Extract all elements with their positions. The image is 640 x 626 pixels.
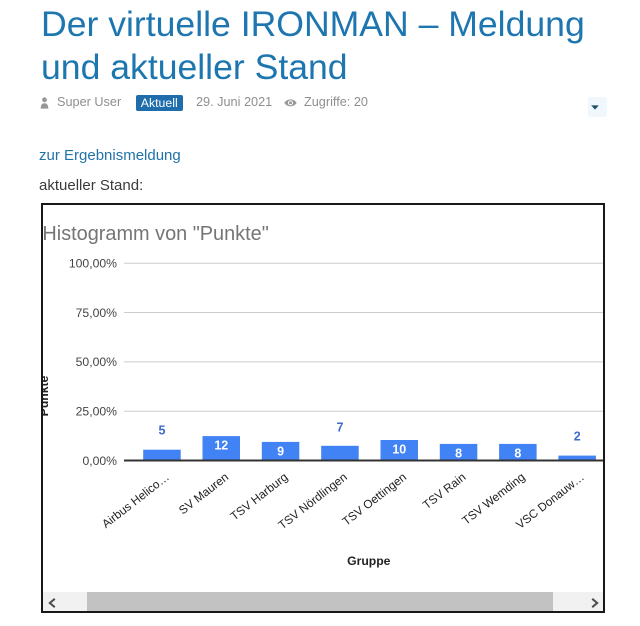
svg-text:Airbus Helico…: Airbus Helico… bbox=[99, 470, 172, 531]
svg-text:10: 10 bbox=[392, 443, 406, 457]
svg-text:5: 5 bbox=[159, 424, 166, 438]
svg-text:8: 8 bbox=[514, 446, 521, 460]
svg-text:12: 12 bbox=[214, 439, 228, 453]
svg-text:TSV Oettingen: TSV Oettingen bbox=[339, 470, 409, 529]
svg-text:9: 9 bbox=[277, 444, 284, 458]
svg-text:2: 2 bbox=[574, 429, 581, 443]
svg-text:Gruppe: Gruppe bbox=[347, 554, 391, 568]
svg-text:75,00%: 75,00% bbox=[76, 306, 117, 320]
svg-text:50,00%: 50,00% bbox=[76, 355, 117, 369]
svg-text:7: 7 bbox=[337, 421, 344, 435]
svg-text:0,00%: 0,00% bbox=[82, 454, 117, 468]
svg-text:100,00%: 100,00% bbox=[69, 257, 117, 271]
svg-text:TSV Rain: TSV Rain bbox=[420, 470, 468, 512]
svg-text:TSV Harburg: TSV Harburg bbox=[228, 470, 291, 523]
svg-text:8: 8 bbox=[455, 446, 462, 460]
svg-text:Histogramm von "Punkte": Histogramm von "Punkte" bbox=[43, 223, 269, 245]
svg-text:SV Mauren: SV Mauren bbox=[176, 470, 231, 517]
svg-text:Punkte: Punkte bbox=[43, 375, 51, 416]
svg-text:25,00%: 25,00% bbox=[76, 405, 117, 419]
